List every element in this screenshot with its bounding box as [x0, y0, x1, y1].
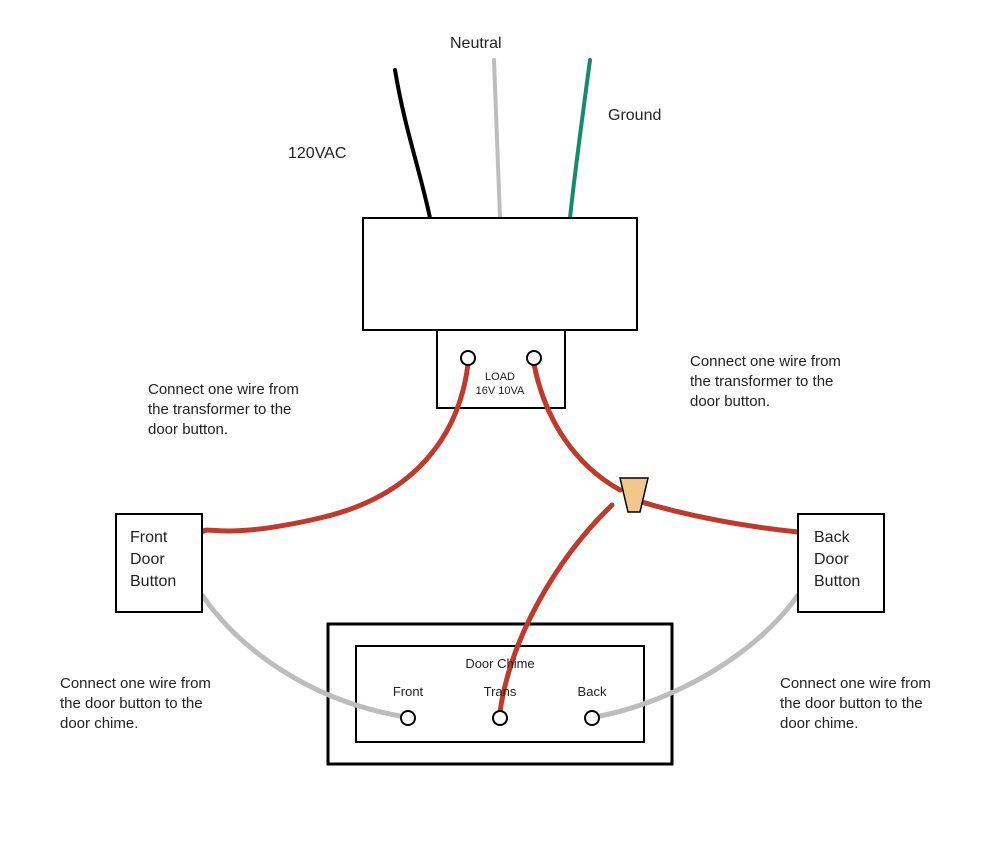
note-ch-right-3: door chime. — [780, 715, 858, 732]
terminal-load-left — [461, 351, 475, 365]
wire-nut_to_back — [635, 500, 798, 532]
note-tx-right-2: the transformer to the — [690, 373, 833, 390]
wire-hot — [395, 70, 430, 218]
terminal-load-right — [527, 351, 541, 365]
note-tx-right-1: Connect one wire from — [690, 353, 841, 370]
wire-nut-icon — [620, 478, 648, 512]
label-back-btn-2: Door — [814, 551, 849, 568]
note-tx-left-2: the transformer to the — [148, 401, 291, 418]
note-tx-left-3: door button. — [148, 421, 228, 438]
label-back-btn-3: Button — [814, 573, 860, 590]
label-ground: Ground — [608, 107, 661, 124]
terminal-chime-trans — [493, 711, 507, 725]
note-ch-right-1: Connect one wire from — [780, 675, 931, 692]
note-ch-left-2: the door button to the — [60, 695, 203, 712]
note-ch-left-3: door chime. — [60, 715, 138, 732]
note-tx-left-1: Connect one wire from — [148, 381, 299, 398]
note-ch-right-2: the door button to the — [780, 695, 923, 712]
note-tx-right-3: door button. — [690, 393, 770, 410]
label-back-btn-1: Back — [814, 529, 851, 546]
label-chime-trans: Trans — [484, 684, 517, 699]
wire-neutral — [494, 60, 500, 218]
label-load-2: 16V 10VA — [476, 385, 525, 397]
terminal-chime-front — [401, 711, 415, 725]
label-chime-back: Back — [578, 684, 607, 699]
label-chime-title: Door Chime — [465, 656, 534, 671]
terminal-chime-back — [585, 711, 599, 725]
transformer-box — [363, 218, 637, 330]
label-front-btn-3: Button — [130, 573, 176, 590]
label-neutral: Neutral — [450, 35, 502, 52]
label-120vac: 120VAC — [288, 145, 346, 162]
note-ch-left-1: Connect one wire from — [60, 675, 211, 692]
wiring-diagram: 120VAC Neutral Ground LOAD 16V 10VA Front Door… — [0, 0, 1000, 860]
label-front-btn-2: Door — [130, 551, 165, 568]
wire-ground — [570, 60, 590, 218]
label-chime-front: Front — [393, 684, 424, 699]
label-load-1: LOAD — [485, 371, 515, 383]
label-front-btn-1: Front — [130, 529, 168, 546]
